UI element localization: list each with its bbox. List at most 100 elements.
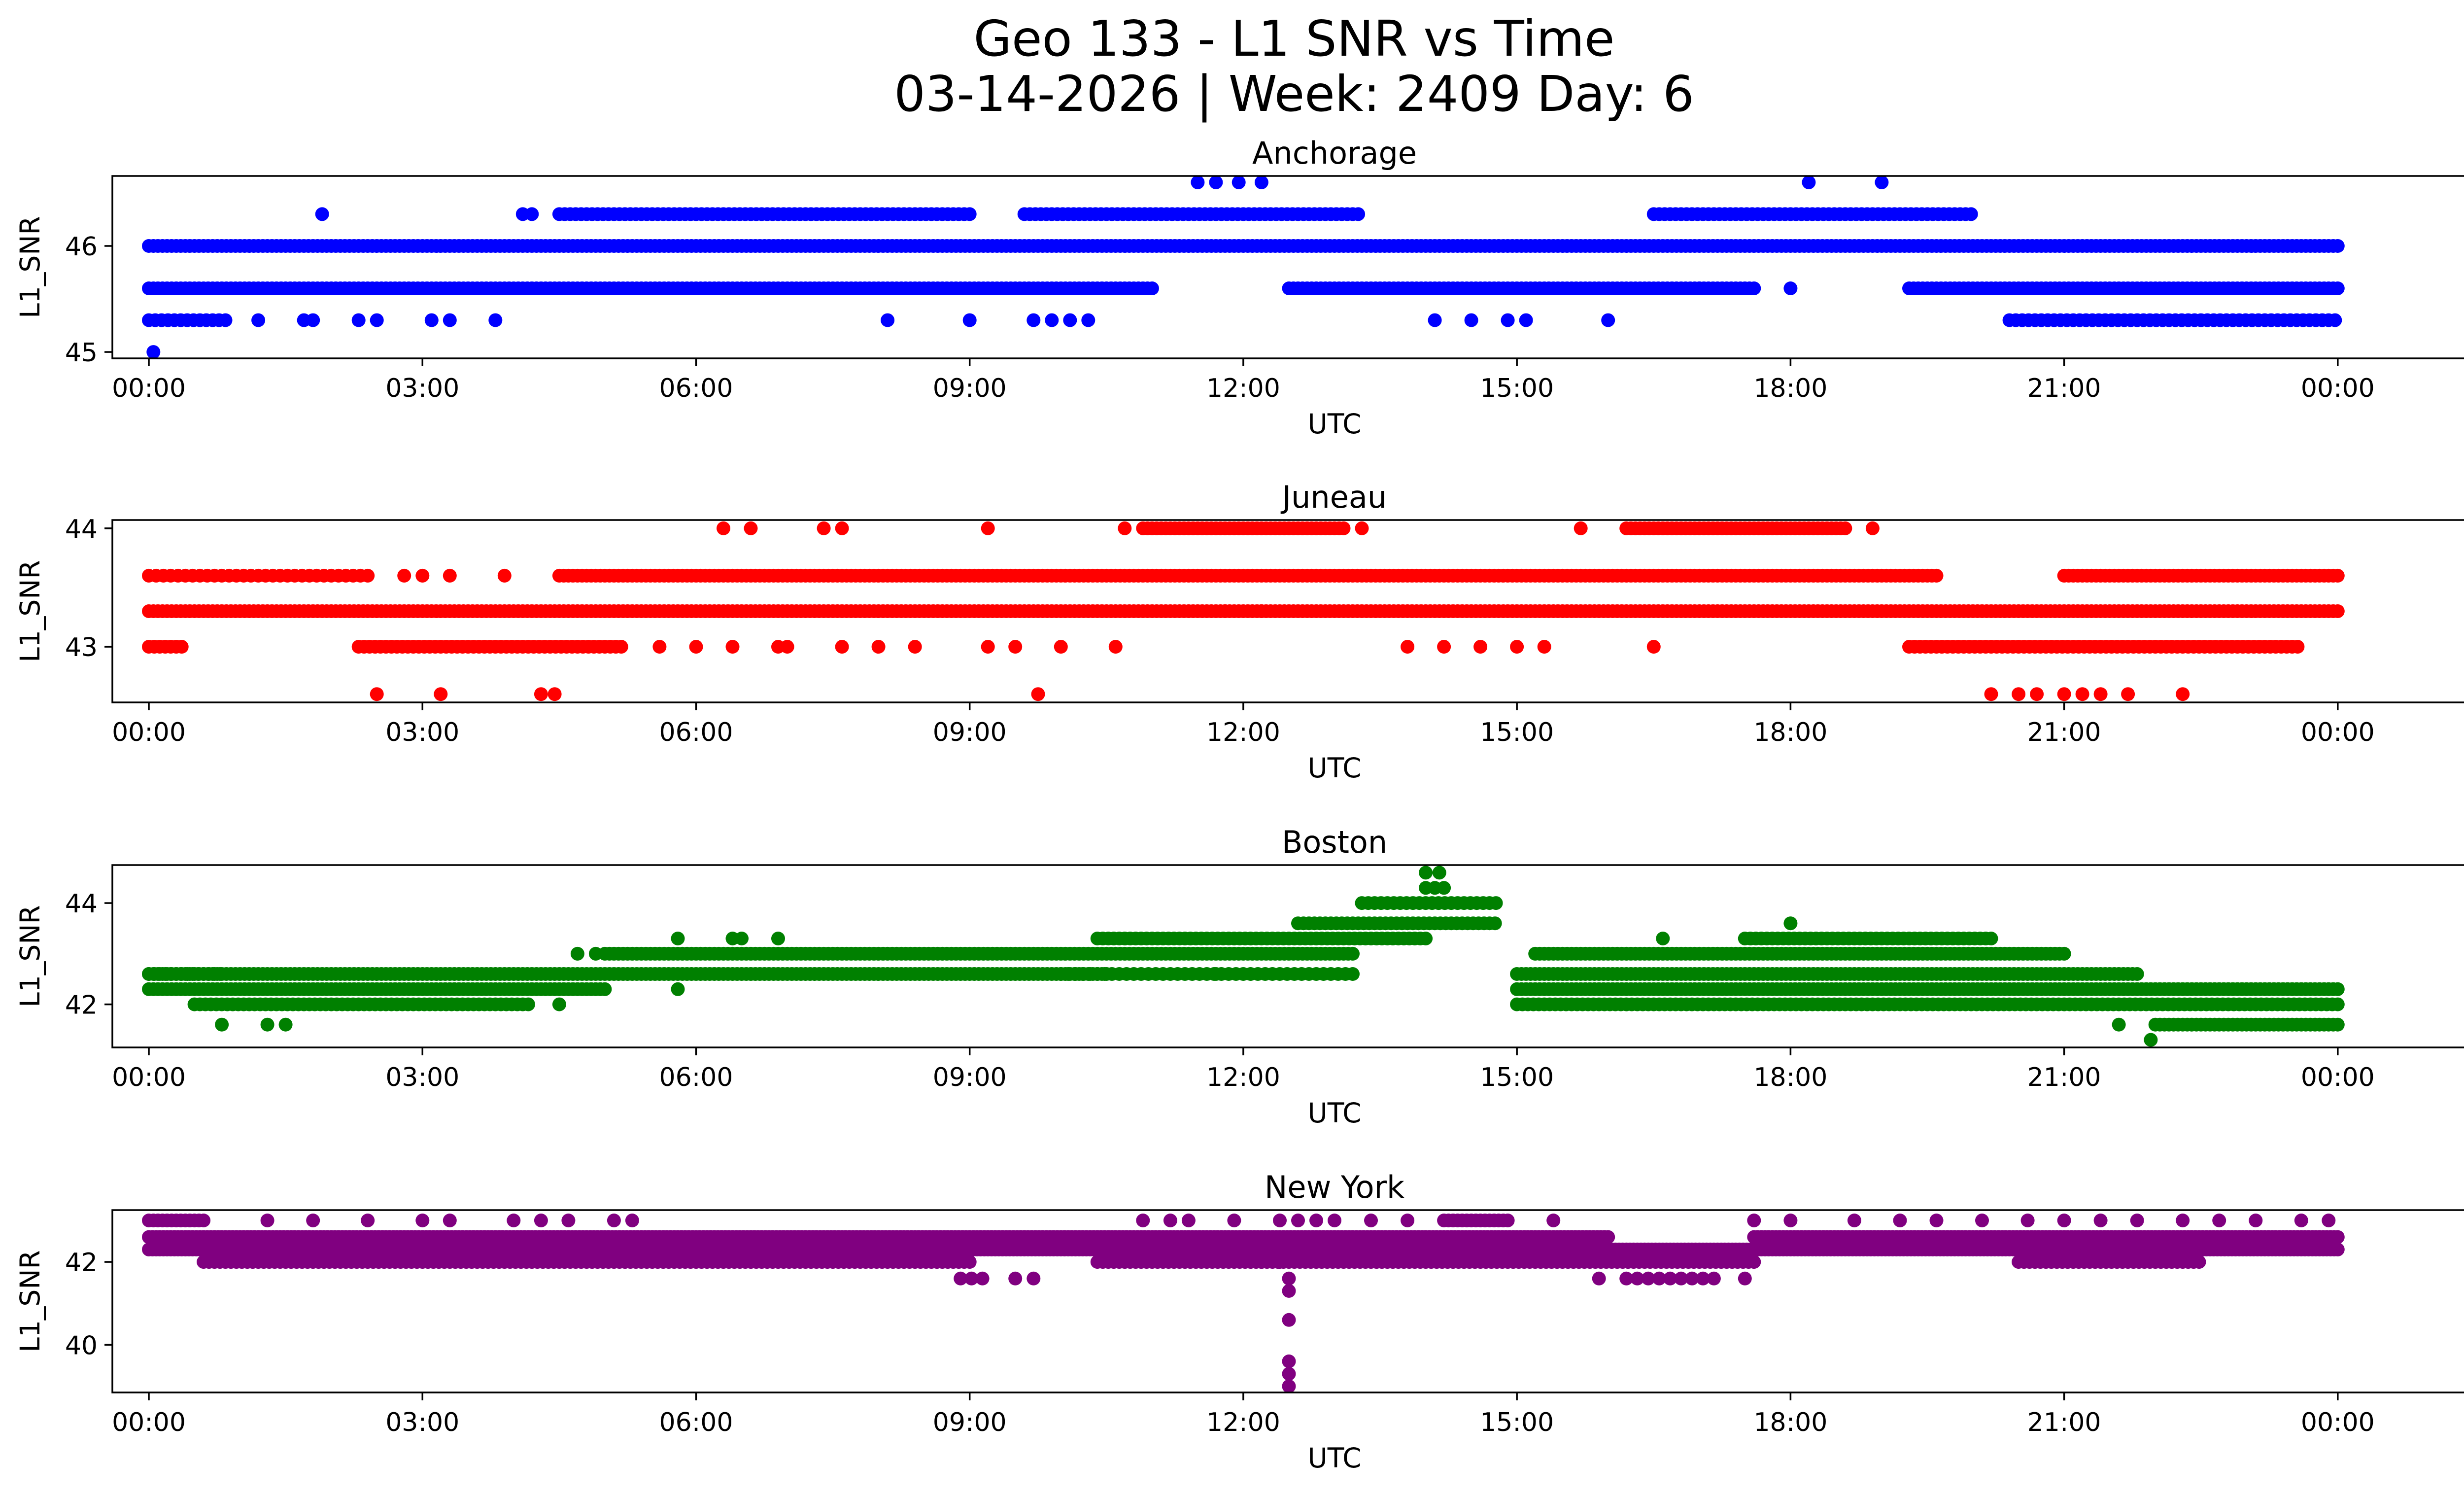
scatter-point	[1432, 866, 1446, 880]
scatter-point	[1929, 568, 1944, 583]
scatter-point	[1232, 176, 1246, 189]
scatter-point	[2075, 687, 2089, 701]
scatter-point	[1464, 313, 1478, 327]
scatter-point	[780, 640, 794, 654]
scatter-point	[146, 345, 161, 358]
scatter-point	[1838, 521, 1852, 535]
scatter-point	[2057, 946, 2071, 961]
scatter-point	[397, 568, 411, 583]
scatter-point	[744, 521, 758, 535]
x-tick-label: 09:00	[933, 1063, 1007, 1092]
scatter-series	[142, 1214, 2345, 1392]
scatter-point	[2112, 1017, 2126, 1032]
x-tick-label: 03:00	[385, 1063, 459, 1092]
scatter-point	[735, 932, 749, 945]
scatter-point	[2121, 687, 2135, 701]
scatter-point	[306, 313, 320, 327]
x-tick-label: 00:00	[2301, 1063, 2375, 1092]
scatter-point	[1027, 313, 1041, 327]
scatter-point	[1336, 521, 1351, 535]
scatter-point	[725, 640, 740, 654]
scatter-point	[2330, 997, 2345, 1011]
scatter-point	[1537, 640, 1551, 654]
scatter-point	[525, 207, 539, 221]
subplot-title: New York	[1265, 1169, 1404, 1205]
y-axis-label: L1_SNR	[14, 560, 46, 662]
scatter-point	[881, 313, 895, 327]
scatter-point	[552, 997, 566, 1011]
y-tick-label: 45	[65, 338, 98, 368]
x-tick-label: 21:00	[2027, 374, 2101, 403]
scatter-point	[1473, 640, 1488, 654]
scatter-point	[534, 687, 548, 701]
scatter-point	[1419, 932, 1433, 945]
scatter-point	[521, 997, 535, 1011]
y-tick-label: 42	[65, 991, 98, 1020]
scatter-point	[871, 640, 886, 654]
scatter-point	[278, 1017, 293, 1032]
x-tick-label: 21:00	[2027, 718, 2101, 747]
x-tick-label: 18:00	[1753, 374, 1827, 403]
scatter-point	[1783, 916, 1798, 931]
scatter-point	[771, 932, 785, 945]
scatter-point	[1501, 313, 1515, 327]
x-tick-label: 03:00	[385, 718, 459, 747]
x-tick-label: 18:00	[1753, 718, 1827, 747]
scatter-point	[1428, 313, 1442, 327]
scatter-point	[1984, 932, 1998, 945]
scatter-point	[1984, 687, 1998, 701]
x-tick-label: 18:00	[1753, 1063, 1827, 1092]
scatter-point	[1209, 967, 1223, 981]
x-axis-label: UTC	[1307, 408, 1361, 440]
scatter-point	[1218, 604, 1232, 618]
scatter-point	[1419, 866, 1433, 880]
scatter-point	[424, 313, 439, 327]
scatter-point	[497, 568, 512, 583]
subplot-title: Anchorage	[1252, 135, 1417, 171]
x-tick-label: 03:00	[385, 374, 459, 403]
scatter-point	[1401, 640, 1415, 654]
scatter-point	[1865, 521, 1880, 535]
y-tick-label: 44	[65, 515, 98, 544]
scatter-point	[488, 313, 503, 327]
x-tick-label: 09:00	[933, 374, 1007, 403]
scatter-point	[213, 967, 227, 981]
x-axis-label: UTC	[1307, 1097, 1361, 1129]
scatter-point	[548, 687, 562, 701]
y-tick-label: 43	[65, 633, 98, 662]
plot-frame	[111, 864, 2464, 1048]
scatter-point	[2176, 687, 2190, 701]
y-tick-label: 44	[65, 889, 98, 919]
scatter-point	[218, 313, 233, 327]
scatter-point	[351, 313, 366, 327]
x-tick-label: 09:00	[933, 718, 1007, 747]
scatter-point	[652, 640, 667, 654]
scatter-point	[1875, 176, 1889, 189]
y-axis-label: L1_SNR	[14, 905, 46, 1007]
x-tick-label: 00:00	[2301, 374, 2375, 403]
x-axis-label: UTC	[1307, 752, 1361, 784]
scatter-point	[2330, 1017, 2345, 1032]
scatter-point	[570, 946, 584, 961]
x-tick-label: 15:00	[1480, 1063, 1554, 1092]
x-tick-label: 06:00	[659, 718, 733, 747]
plot-frame	[111, 519, 2464, 703]
scatter-point	[1802, 176, 1816, 189]
scatter-point	[1145, 281, 1159, 295]
scatter-point	[443, 313, 457, 327]
scatter-point	[962, 207, 977, 221]
scatter-point	[981, 521, 995, 535]
scatter-point	[1191, 176, 1205, 189]
scatter-point	[2144, 1033, 2158, 1047]
scatter-point	[1346, 967, 1360, 981]
figure-title-line2: 03-14-2026 | Week: 2409 Day: 6	[894, 65, 1694, 123]
x-tick-label: 06:00	[659, 1063, 733, 1092]
scatter-point	[1601, 313, 1615, 327]
scatter-point	[1601, 1230, 1615, 1244]
scatter-point	[2330, 604, 2345, 618]
scatter-point	[1031, 687, 1045, 701]
